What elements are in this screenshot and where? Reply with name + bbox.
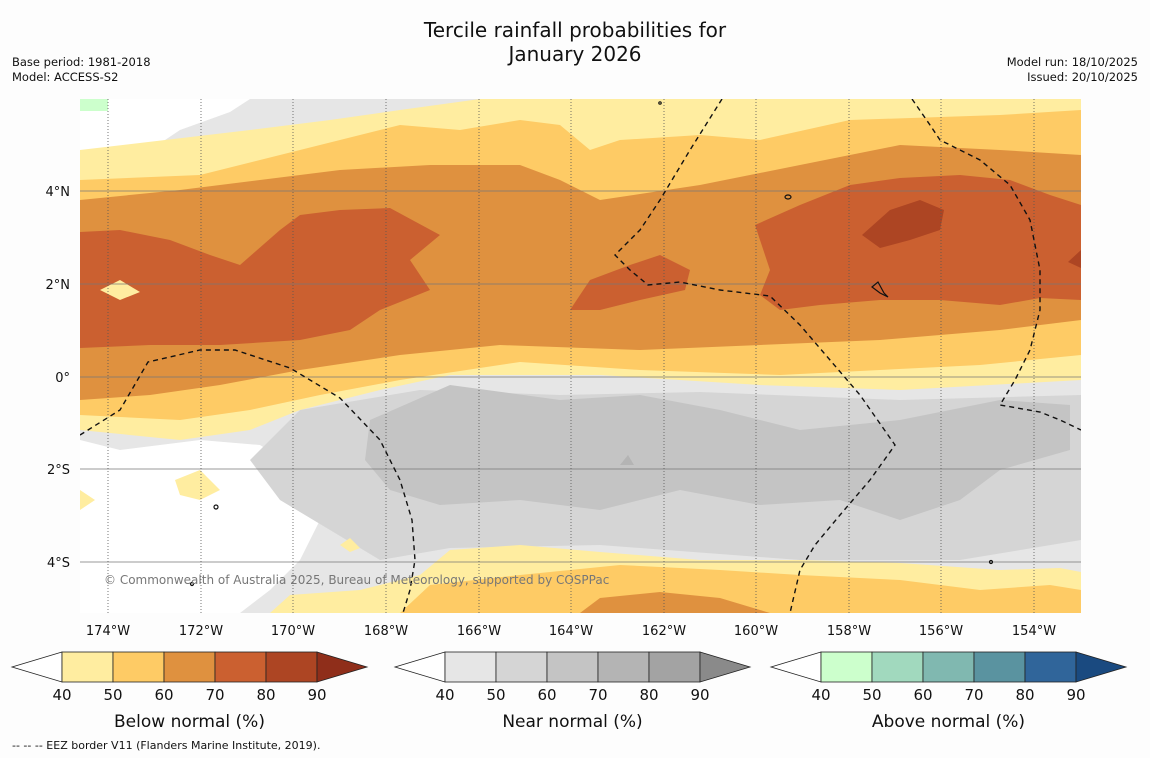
colorbar-tick-label: 70 [588, 686, 607, 704]
lat-tick-label: 4°N [46, 185, 71, 200]
latitude-lines [80, 190, 1081, 563]
colorbar-segment [871, 651, 924, 683]
below-normal-80 [862, 200, 944, 248]
lat-tick-label: 0° [55, 371, 70, 386]
colorbar-under-triangle [769, 651, 822, 683]
colorbar-segment [444, 651, 497, 683]
colorbar-segment [1024, 651, 1077, 683]
lat-tick-label: 2°S [47, 463, 70, 478]
colorbar-0: 40 50 60 70 80 90 Below normal (%) [10, 651, 369, 732]
title-line-1: Tercile rainfall probabilities for [423, 18, 727, 42]
lon-tick-label: 174°W [86, 624, 130, 639]
colorbar-tick-label: 90 [307, 686, 326, 704]
below-normal-70 [80, 208, 440, 348]
colorbar-segment [597, 651, 650, 683]
colorbar-segment [61, 651, 114, 683]
lat-axis: 4°N 2°N 0° 2°S 4°S [46, 185, 71, 571]
colorbar-title: Above normal (%) [872, 712, 1025, 732]
eez-footnote: -- -- -- EEZ border V11 (Flanders Marine… [12, 739, 321, 752]
colorbar-tick-label: 70 [964, 686, 983, 704]
colorbar-tick-label: 50 [486, 686, 505, 704]
colorbar-tick-label: 90 [1066, 686, 1085, 704]
colorbar-segment [820, 651, 873, 683]
lon-tick-label: 162°W [642, 624, 686, 639]
lon-tick-label: 160°W [734, 624, 778, 639]
above-normal-patch [80, 99, 108, 111]
colorbar-tick-label: 70 [205, 686, 224, 704]
white-patch [80, 440, 320, 613]
colorbar-segment [495, 651, 548, 683]
issued-date: Issued: 20/10/2025 [1027, 70, 1138, 84]
colorbar-1: 40 50 60 70 80 90 Near normal (%) [393, 651, 752, 732]
colorbar-title: Below normal (%) [114, 712, 265, 732]
colorbar-segment [163, 651, 216, 683]
lon-tick-label: 158°W [827, 624, 871, 639]
colorbar-under-triangle [393, 651, 446, 683]
model-run: Model run: 18/10/2025 [1006, 55, 1138, 69]
below-normal-70 [755, 175, 1081, 310]
colorbar-title: Near normal (%) [502, 712, 642, 732]
colorbar-over-triangle [699, 651, 752, 683]
colorbar-segment [922, 651, 975, 683]
colorbar-2: 40 50 60 70 80 90 Above normal (%) [769, 651, 1128, 732]
lon-tick-label: 172°W [179, 624, 223, 639]
meta-right: Model run: 18/10/2025 Issued: 20/10/2025 [1007, 55, 1138, 85]
colorbar-tick-label: 60 [913, 686, 932, 704]
colorbar-tick-label: 80 [256, 686, 275, 704]
islands [189, 101, 994, 587]
model-name: Model: ACCESS-S2 [12, 70, 119, 84]
lon-axis: 174°W 172°W 170°W 168°W 166°W 164°W 162°… [86, 624, 1056, 639]
below-normal-40-patch [175, 470, 220, 500]
below-normal-40-patch [80, 490, 95, 510]
below-normal-40-patch [340, 538, 360, 552]
colorbar-tick-label: 40 [811, 686, 830, 704]
copyright-notice: © Commonwealth of Australia 2025, Bureau… [104, 573, 609, 587]
colorbar-tick-label: 60 [154, 686, 173, 704]
colorbar-tick-label: 50 [862, 686, 881, 704]
lon-tick-label: 154°W [1012, 624, 1056, 639]
lon-tick-label: 164°W [549, 624, 593, 639]
lon-tick-label: 166°W [457, 624, 501, 639]
below-normal-70 [570, 255, 690, 310]
colorbar-tick-label: 50 [103, 686, 122, 704]
near-normal-70 [620, 455, 634, 465]
colorbar-tick-label: 40 [52, 686, 71, 704]
lat-tick-label: 4°S [47, 556, 70, 571]
colorbar-tick-label: 90 [690, 686, 709, 704]
colorbar-segment [973, 651, 1026, 683]
near-normal-60 [365, 385, 1070, 520]
colorbar-over-triangle [316, 651, 369, 683]
below-normal-40-patch [100, 280, 140, 300]
colorbar-tick-label: 80 [639, 686, 658, 704]
colorbar-over-triangle [1075, 651, 1128, 683]
base-period: Base period: 1981-2018 [12, 55, 151, 69]
meta-left: Base period: 1981-2018 Model: ACCESS-S2 [12, 55, 151, 85]
colorbar-segment [648, 651, 701, 683]
colorbar-segment [112, 651, 165, 683]
colorbar-tick-label: 80 [1015, 686, 1034, 704]
colorbar-tick-label: 60 [537, 686, 556, 704]
eez-borders [80, 99, 1081, 613]
colorbar-segment [546, 651, 599, 683]
colorbar-under-triangle [10, 651, 63, 683]
title-line-2: January 2026 [508, 42, 642, 66]
lon-tick-label: 168°W [364, 624, 408, 639]
below-normal-60-south [580, 592, 770, 613]
lat-tick-label: 2°N [46, 278, 71, 293]
colorbar-group: 40 50 60 70 80 90 Below normal (%) 40 50 60 70 80 90… [10, 651, 1128, 732]
lon-tick-label: 156°W [919, 624, 963, 639]
colorbar-tick-label: 40 [435, 686, 454, 704]
map-plot-area: © Commonwealth of Australia 2025, Bureau… [80, 99, 1081, 613]
lon-tick-label: 170°W [271, 624, 315, 639]
colorbar-segment [265, 651, 318, 683]
chart-title: Tercile rainfall probabilities for Janua… [0, 18, 1150, 66]
below-normal-80 [1068, 250, 1081, 268]
colorbar-segment [214, 651, 267, 683]
below-normal-50-south [400, 565, 1081, 613]
